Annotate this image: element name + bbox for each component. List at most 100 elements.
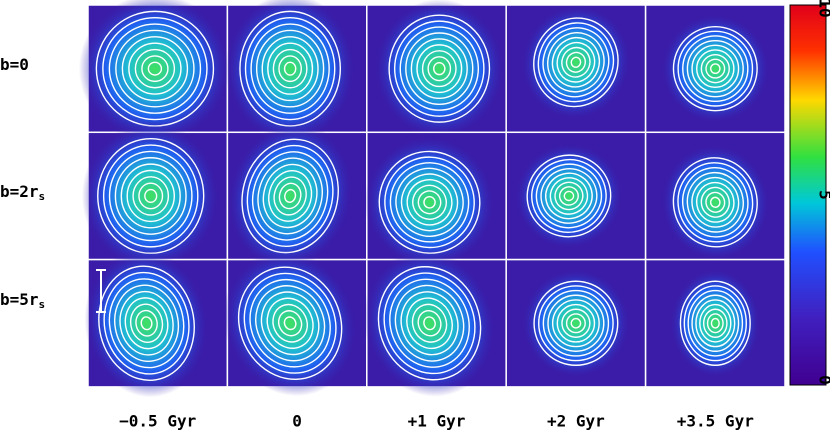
contour [121, 36, 189, 102]
density-blob [81, 121, 220, 271]
contour [570, 56, 582, 68]
contour [551, 299, 600, 348]
panels [78, 0, 786, 398]
contour [140, 316, 153, 331]
contour [278, 55, 302, 83]
row-label-main: b=2r [0, 182, 39, 201]
contour [526, 154, 612, 238]
contour [411, 303, 448, 343]
contour [393, 20, 485, 117]
contour [683, 285, 747, 362]
contour [405, 32, 474, 105]
contour [705, 191, 726, 213]
row-label-sub: s [39, 190, 46, 203]
contour [246, 144, 334, 248]
contour [695, 181, 735, 223]
contour [563, 190, 575, 202]
contour [400, 291, 459, 356]
contour [115, 29, 195, 108]
contour [686, 39, 744, 98]
column-label: −0.5 Gyr [119, 412, 196, 431]
contour [114, 157, 187, 235]
contour [273, 176, 307, 216]
contour [272, 48, 308, 89]
contour [702, 308, 728, 338]
contour [129, 303, 164, 343]
contour [134, 48, 176, 89]
contour [141, 55, 169, 83]
colorbar-label: 10 [816, 0, 830, 18]
contour [538, 285, 614, 362]
contour [268, 170, 313, 222]
contour [700, 53, 730, 84]
contour [249, 278, 331, 368]
contour [255, 285, 326, 362]
contour [412, 184, 447, 220]
contour [103, 271, 190, 375]
contour [547, 294, 605, 352]
contour [706, 313, 724, 334]
contour [388, 14, 491, 123]
contour [244, 17, 336, 121]
contour [687, 289, 744, 357]
contour [406, 297, 453, 350]
column-label: 0 [292, 412, 302, 431]
contour [672, 157, 758, 248]
contour [384, 156, 475, 249]
contour [144, 188, 158, 204]
contour [416, 44, 463, 94]
colorbar-label: 5 [816, 190, 830, 200]
contour [266, 297, 314, 349]
contour [691, 294, 740, 352]
column-label: +1 Gyr [408, 412, 466, 431]
contour [709, 63, 721, 75]
contour [255, 29, 325, 108]
contour [547, 32, 605, 93]
contour [243, 272, 337, 374]
contour [421, 50, 457, 88]
contour [710, 317, 720, 329]
contour [686, 171, 744, 233]
contour [417, 309, 442, 337]
contour [147, 61, 163, 76]
density-blob [364, 136, 495, 269]
contour [126, 169, 175, 223]
contour [378, 150, 481, 254]
scale-bar [96, 269, 106, 313]
contour [549, 177, 589, 215]
contour [267, 42, 314, 95]
column-label: +2 Gyr [547, 412, 605, 431]
contour [533, 280, 619, 366]
contour [695, 299, 736, 348]
contour [570, 317, 582, 329]
contour [284, 188, 297, 203]
density-blob [374, 0, 505, 139]
contour [395, 167, 464, 237]
contour [423, 195, 436, 209]
density-blob [514, 142, 624, 250]
contour [399, 26, 480, 111]
contour [545, 172, 593, 220]
contour [417, 190, 442, 215]
colorbar [789, 4, 827, 386]
row-label: b=0 [0, 55, 29, 74]
contour [551, 37, 601, 88]
contour [433, 62, 446, 76]
contour [237, 266, 343, 381]
contour [108, 150, 193, 242]
contour [410, 38, 468, 100]
contour [540, 168, 598, 224]
contour [406, 179, 453, 226]
contour [682, 35, 749, 103]
contour [260, 291, 320, 356]
contour [119, 290, 174, 356]
contour [691, 44, 740, 93]
contour [377, 266, 482, 381]
row-label: b=2rs [0, 182, 45, 204]
contour [699, 303, 732, 343]
contour [128, 42, 182, 95]
contour [427, 56, 452, 82]
density-blob [78, 0, 232, 144]
contour [250, 23, 330, 114]
